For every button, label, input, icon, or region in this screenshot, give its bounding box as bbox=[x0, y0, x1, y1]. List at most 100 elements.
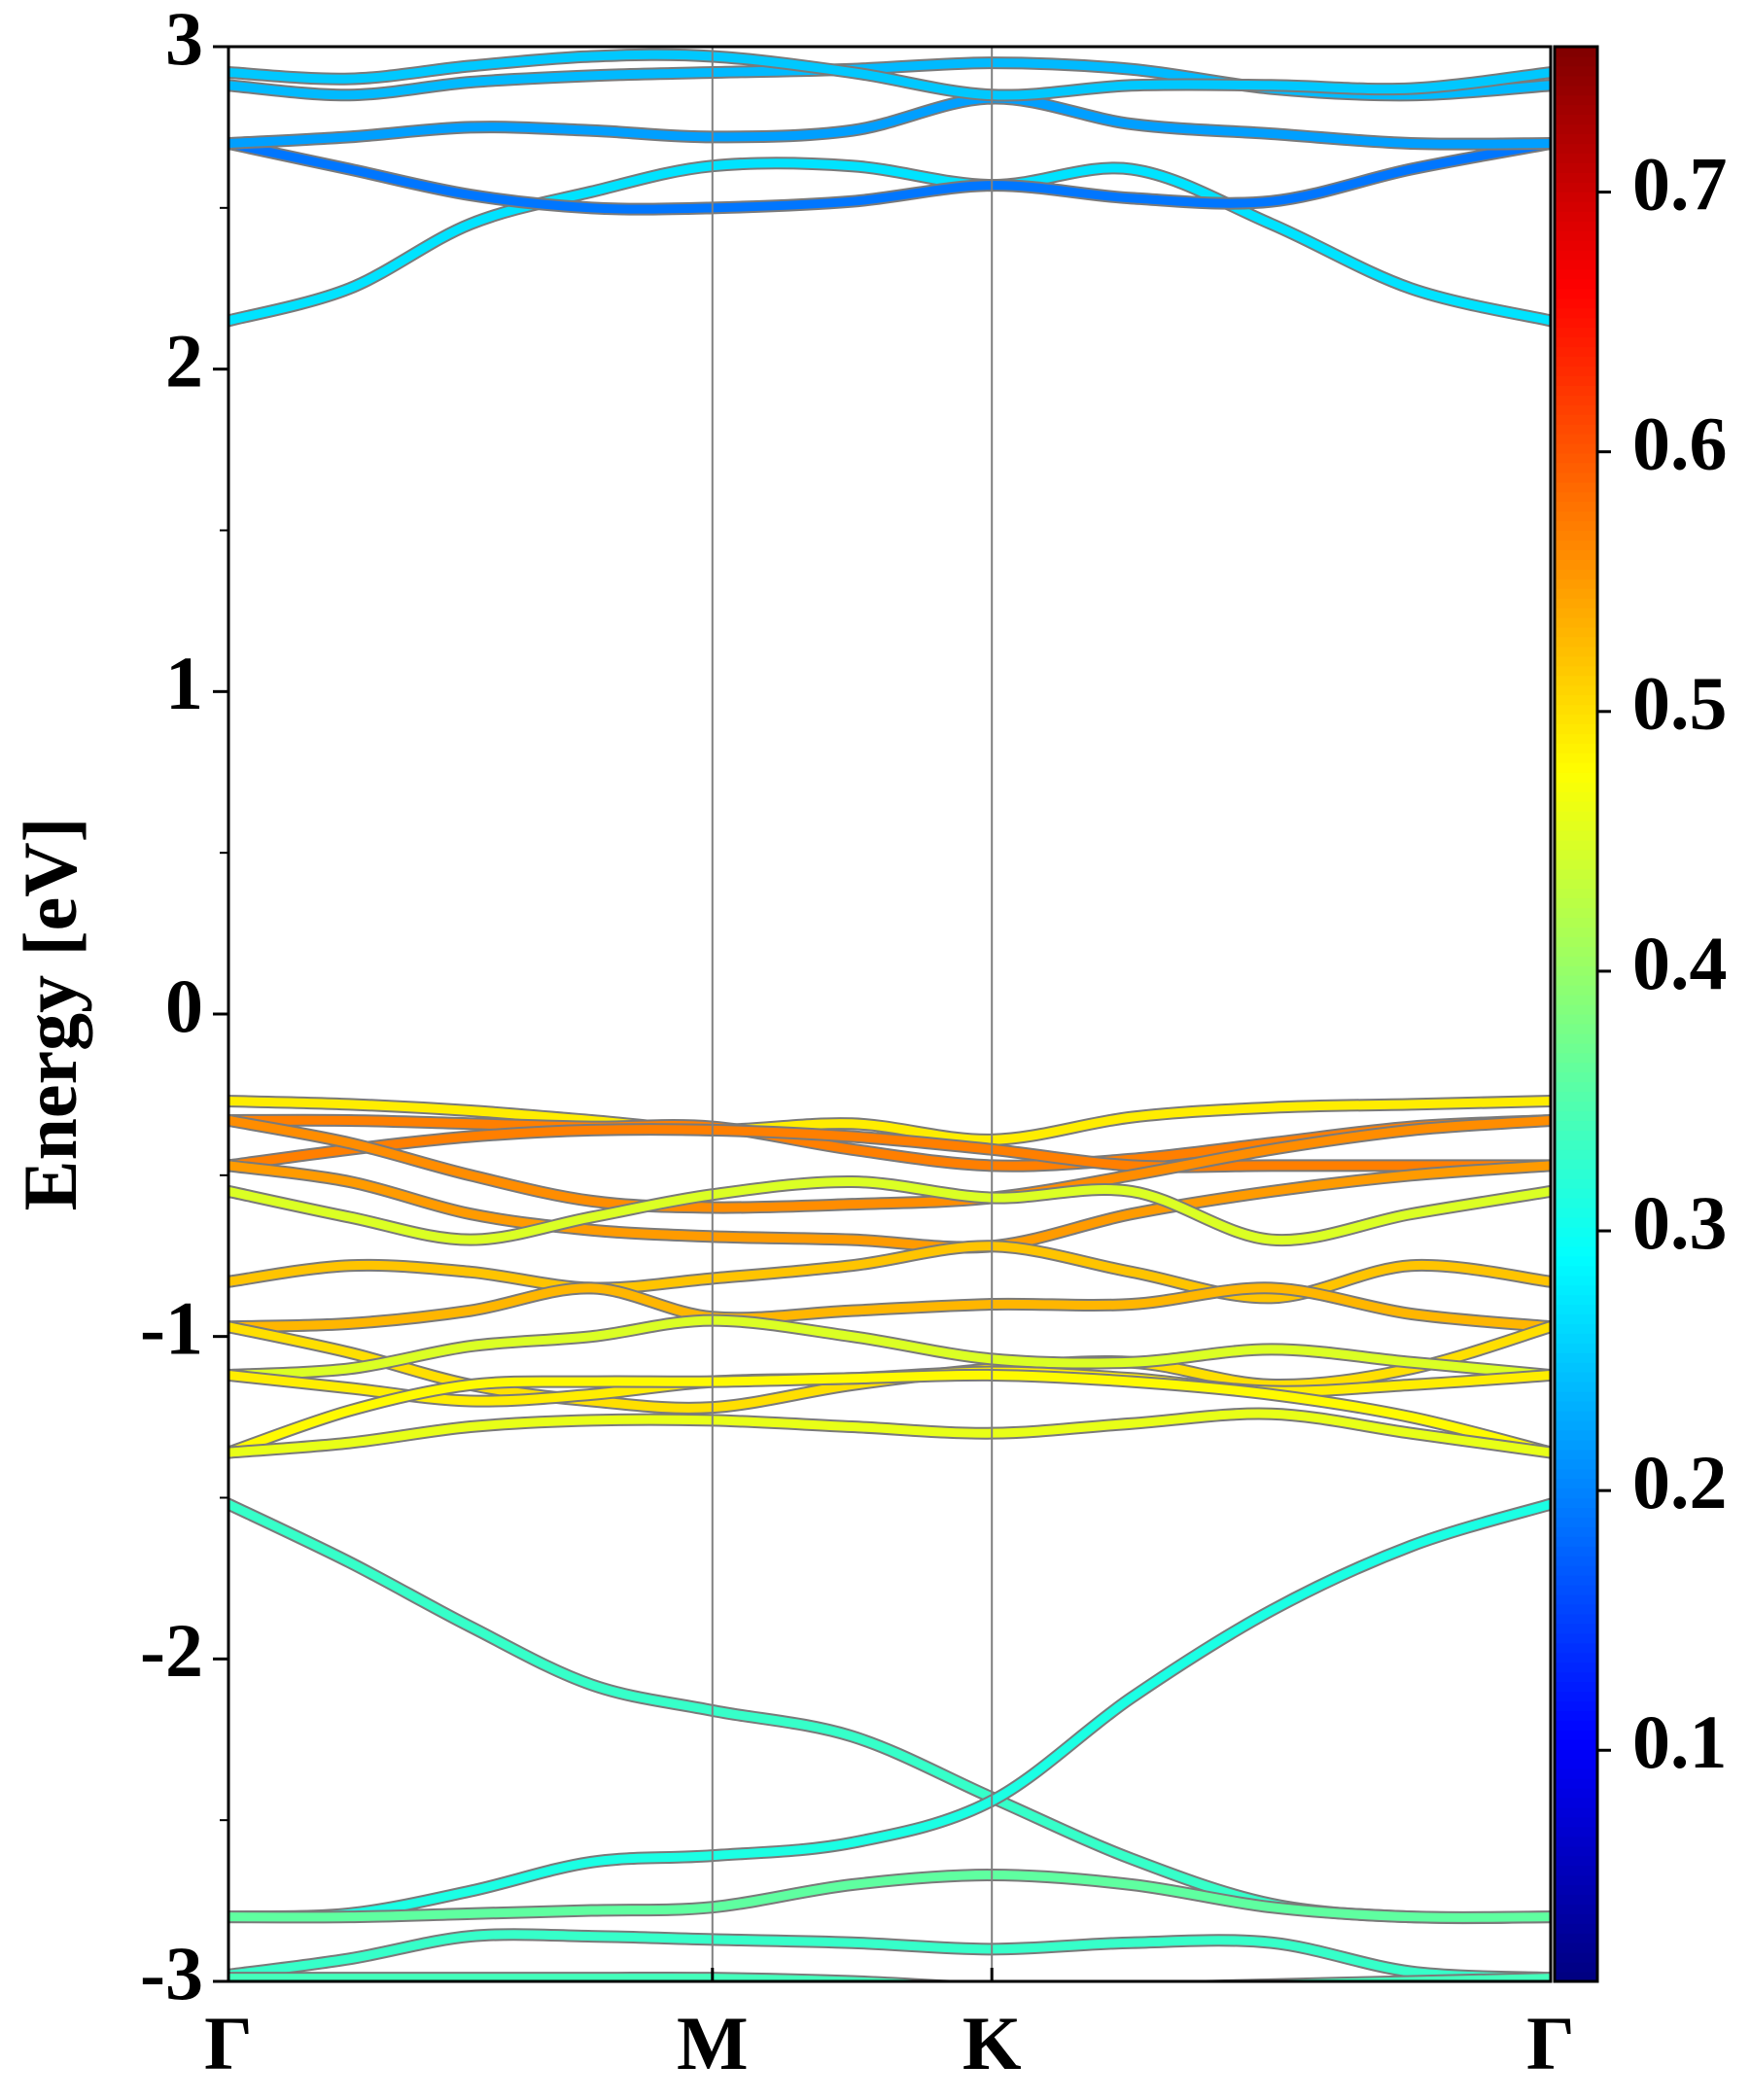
colorbar-segment bbox=[1555, 917, 1597, 928]
band bbox=[228, 1176, 1551, 1245]
colorbar-segment bbox=[1555, 65, 1597, 77]
colorbar-segment bbox=[1555, 675, 1597, 686]
colorbar-segment bbox=[1555, 530, 1597, 542]
colorbar-segment bbox=[1555, 1372, 1597, 1382]
colorbar-segment bbox=[1555, 327, 1597, 338]
colorbar-segment bbox=[1555, 975, 1597, 986]
colorbar-segment bbox=[1555, 1343, 1597, 1353]
colorbar-segment bbox=[1555, 1497, 1597, 1509]
band bbox=[228, 50, 1551, 100]
colorbar-segment bbox=[1555, 1962, 1597, 1973]
colorbar-segment bbox=[1555, 1110, 1597, 1122]
colorbar-segment bbox=[1555, 520, 1597, 532]
colorbar-segment bbox=[1555, 1410, 1597, 1421]
colorbar-segment bbox=[1555, 123, 1597, 135]
colorbar-segment bbox=[1555, 1681, 1597, 1693]
colorbar-segment bbox=[1555, 1401, 1597, 1412]
colorbar-segment bbox=[1555, 549, 1597, 560]
colorbar-segment bbox=[1555, 1198, 1597, 1208]
y-tick-label: 3 bbox=[165, 0, 203, 81]
colorbar-segment bbox=[1555, 1042, 1597, 1054]
band bbox=[228, 139, 1551, 214]
colorbar-segment bbox=[1555, 821, 1597, 831]
colorbar-tick-label: 0.7 bbox=[1632, 141, 1728, 226]
colorbar-segment bbox=[1555, 849, 1597, 860]
colorbar-segment bbox=[1555, 172, 1597, 183]
colorbar-segment bbox=[1555, 211, 1597, 222]
colorbar-segment bbox=[1555, 578, 1597, 589]
colorbar-segment bbox=[1555, 598, 1597, 609]
colorbar-tick-label: 0.3 bbox=[1632, 1180, 1728, 1265]
colorbar-segment bbox=[1555, 259, 1597, 270]
colorbar-segment bbox=[1555, 1904, 1597, 1914]
colorbar-segment bbox=[1555, 1362, 1597, 1373]
colorbar-segment bbox=[1555, 878, 1597, 890]
colorbar-segment bbox=[1555, 1159, 1597, 1170]
colorbar-segment bbox=[1555, 608, 1597, 618]
colorbar-segment bbox=[1555, 1236, 1597, 1247]
colorbar-segment bbox=[1555, 655, 1597, 667]
colorbar-segment bbox=[1555, 1739, 1597, 1750]
colorbar-segment bbox=[1555, 85, 1597, 96]
colorbar-segment bbox=[1555, 1517, 1597, 1527]
colorbar-segment bbox=[1555, 1052, 1597, 1064]
colorbar-segment bbox=[1555, 1323, 1597, 1334]
colorbar-segment bbox=[1555, 1139, 1597, 1150]
colorbar-segment bbox=[1555, 1845, 1597, 1857]
colorbar-segment bbox=[1555, 1188, 1597, 1199]
colorbar-segment bbox=[1555, 385, 1597, 396]
colorbar-segment bbox=[1555, 1613, 1597, 1625]
colorbar-segment bbox=[1555, 540, 1597, 550]
colorbar-segment bbox=[1555, 1720, 1597, 1731]
colorbar-segment bbox=[1555, 1836, 1597, 1847]
colorbar-segment bbox=[1555, 569, 1597, 579]
colorbar-segment bbox=[1555, 1304, 1597, 1315]
colorbar-segment bbox=[1555, 559, 1597, 570]
colorbar-segment bbox=[1555, 481, 1597, 493]
colorbar-segment bbox=[1555, 1768, 1597, 1779]
colorbar-segment bbox=[1555, 1178, 1597, 1189]
colorbar-segment bbox=[1555, 617, 1597, 628]
colorbar-segment bbox=[1555, 1439, 1597, 1451]
colorbar-segment bbox=[1555, 1806, 1597, 1818]
colorbar-segment bbox=[1555, 839, 1597, 851]
colorbar-segment bbox=[1555, 1546, 1597, 1557]
colorbar-segment bbox=[1555, 182, 1597, 192]
y-tick-label: 1 bbox=[165, 641, 203, 725]
colorbar-segment bbox=[1555, 1226, 1597, 1238]
colorbar-segment bbox=[1555, 1216, 1597, 1228]
colorbar-segment bbox=[1555, 1478, 1597, 1489]
colorbar-segment bbox=[1555, 1149, 1597, 1160]
colorbar-segment bbox=[1555, 946, 1597, 957]
colorbar-segment bbox=[1555, 694, 1597, 706]
colorbar-segment bbox=[1555, 268, 1597, 280]
colorbar-segment bbox=[1555, 627, 1597, 638]
colorbar-frame bbox=[1553, 45, 1599, 1983]
colorbar-segment bbox=[1555, 956, 1597, 966]
colorbar-segment bbox=[1555, 288, 1597, 299]
colorbar-segment bbox=[1555, 201, 1597, 212]
colorbar-segment bbox=[1555, 1004, 1597, 1015]
colorbar-segment bbox=[1555, 114, 1597, 125]
colorbar-segment bbox=[1555, 1556, 1597, 1566]
colorbar-segment bbox=[1555, 936, 1597, 947]
y-tick-label: 0 bbox=[165, 963, 203, 1048]
colorbar-segment bbox=[1555, 1913, 1597, 1924]
colorbar-segment bbox=[1555, 192, 1597, 202]
colorbar-segment bbox=[1555, 665, 1597, 677]
band bbox=[228, 1161, 1551, 1252]
band bbox=[228, 1370, 1551, 1457]
colorbar-tick-label: 0.4 bbox=[1632, 921, 1728, 1005]
colorbar-segment bbox=[1555, 772, 1597, 783]
band bbox=[228, 1315, 1551, 1380]
colorbar-segment bbox=[1555, 317, 1597, 329]
colorbar-segment bbox=[1555, 55, 1597, 67]
colorbar-segment bbox=[1555, 858, 1597, 870]
colorbar-segment bbox=[1555, 249, 1597, 261]
colorbar-segment bbox=[1555, 752, 1597, 763]
y-tick-label: 2 bbox=[165, 319, 203, 403]
colorbar-segment bbox=[1555, 240, 1597, 251]
colorbar-segment bbox=[1555, 1062, 1597, 1073]
colorbar-segment bbox=[1555, 1894, 1597, 1905]
colorbar-segment bbox=[1555, 462, 1597, 473]
